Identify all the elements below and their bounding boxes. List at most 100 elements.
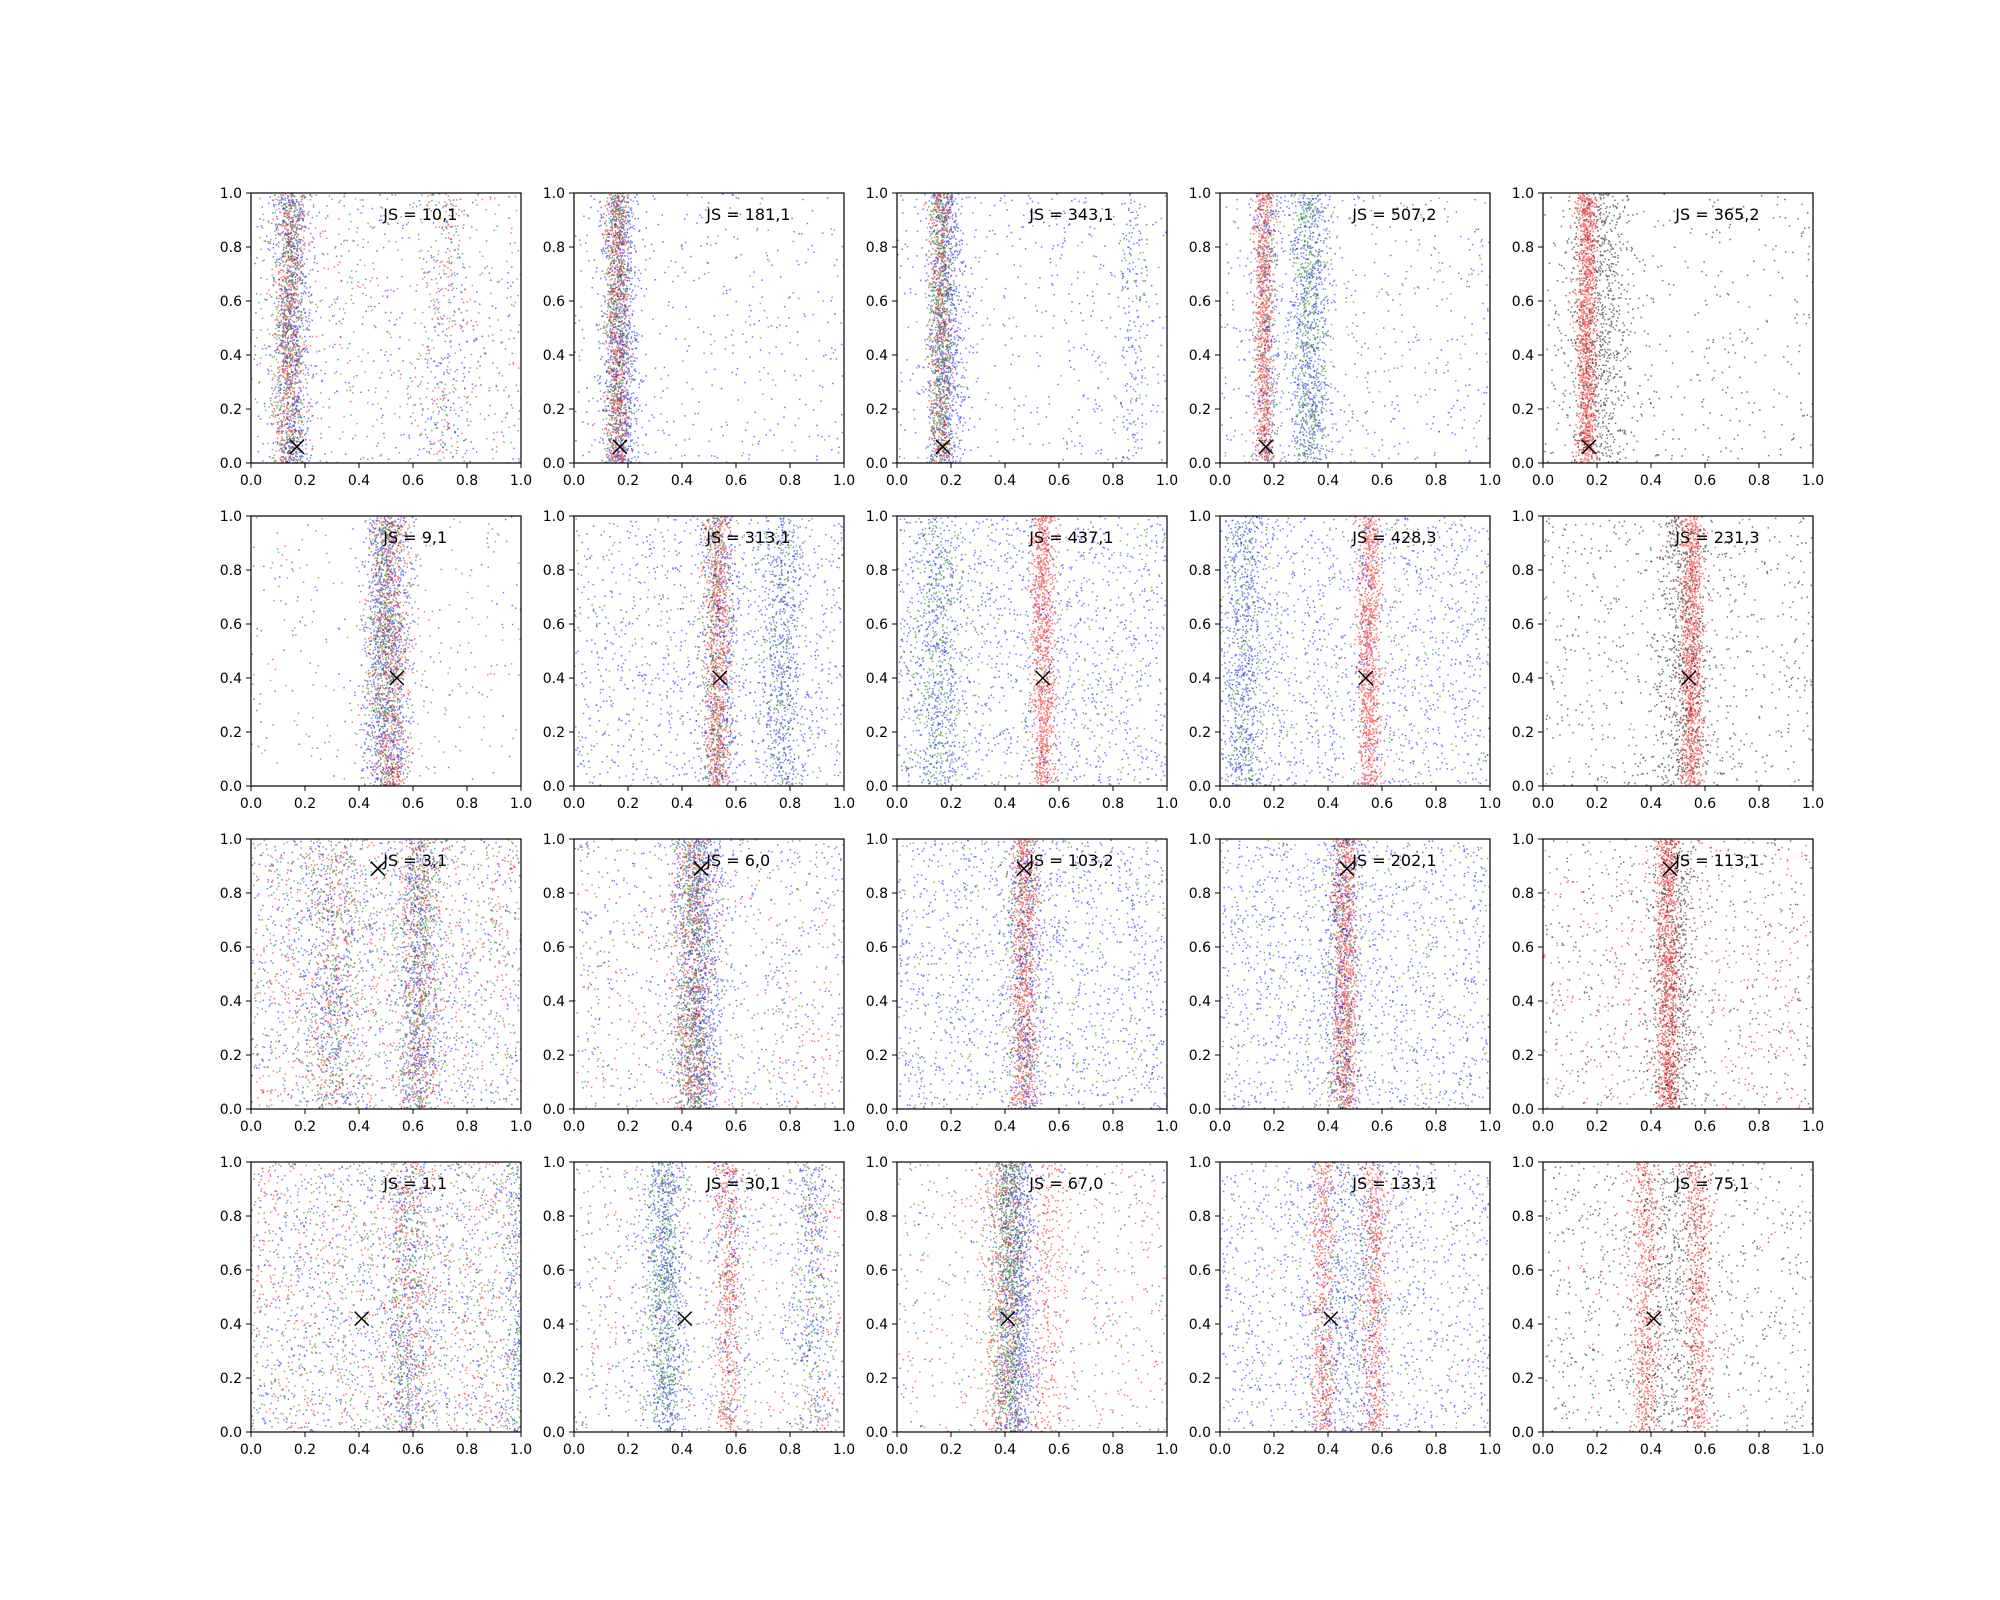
- x-tick-label: 0.4: [1317, 796, 1339, 812]
- y-tick-label: 0.2: [866, 725, 888, 741]
- y-tick-label: 0.6: [1512, 940, 1534, 956]
- y-tick-label: 1.0: [543, 1155, 565, 1171]
- y-tick-label: 0.0: [220, 1425, 242, 1441]
- x-tick-label: 0.8: [1102, 1119, 1124, 1135]
- js-annotation: JS = 507,2: [1351, 205, 1436, 224]
- x-tick-label: 0.8: [1748, 1119, 1770, 1135]
- y-tick-label: 0.8: [866, 240, 888, 256]
- y-tick-label: 0.6: [543, 1263, 565, 1279]
- x-tick-label: 0.4: [994, 1119, 1016, 1135]
- y-tick-label: 0.4: [543, 1317, 565, 1333]
- y-tick-label: 0.8: [543, 563, 565, 579]
- x-tick-label: 1.0: [1802, 1442, 1824, 1458]
- y-tick-label: 0.4: [543, 671, 565, 687]
- x-tick-label: 0.0: [886, 473, 908, 489]
- x-tick-label: 0.4: [1640, 1442, 1662, 1458]
- y-tick-label: 0.4: [220, 671, 242, 687]
- js-annotation: JS = 6,0: [705, 851, 770, 870]
- x-tick-label: 0.2: [294, 1442, 316, 1458]
- y-tick-label: 0.8: [220, 886, 242, 902]
- x-tick-label: 0.4: [671, 796, 693, 812]
- y-tick-label: 0.0: [1512, 456, 1534, 472]
- y-tick-label: 1.0: [543, 186, 565, 202]
- x-tick-label: 0.2: [294, 796, 316, 812]
- x-tick-label: 1.0: [1156, 796, 1178, 812]
- x-tick-label: 0.0: [1209, 1442, 1231, 1458]
- y-tick-label: 1.0: [1189, 832, 1211, 848]
- x-tick-label: 0.2: [617, 1442, 639, 1458]
- x-tick-label: 0.2: [1263, 1119, 1285, 1135]
- y-tick-label: 1.0: [866, 186, 888, 202]
- x-tick-label: 1.0: [1156, 1119, 1178, 1135]
- x-tick-label: 1.0: [510, 1119, 532, 1135]
- y-tick-label: 0.8: [543, 1209, 565, 1225]
- x-tick-label: 1.0: [1479, 473, 1501, 489]
- js-annotation: JS = 113,1: [1674, 851, 1759, 870]
- x-tick-label: 0.0: [1532, 796, 1554, 812]
- x-tick-label: 0.8: [779, 1442, 801, 1458]
- x-tick-label: 0.0: [563, 1442, 585, 1458]
- y-tick-label: 0.4: [1512, 671, 1534, 687]
- x-tick-label: 0.8: [1425, 1442, 1447, 1458]
- y-tick-label: 0.6: [220, 294, 242, 310]
- x-tick-label: 0.6: [1371, 1442, 1393, 1458]
- x-tick-label: 0.0: [886, 1119, 908, 1135]
- y-tick-label: 0.6: [220, 617, 242, 633]
- y-tick-label: 0.6: [543, 294, 565, 310]
- y-tick-label: 0.0: [1512, 1102, 1534, 1118]
- y-tick-label: 0.8: [866, 886, 888, 902]
- x-tick-label: 0.0: [886, 1442, 908, 1458]
- x-tick-label: 0.4: [1317, 473, 1339, 489]
- x-tick-label: 0.6: [1048, 1119, 1070, 1135]
- x-tick-label: 1.0: [1156, 1442, 1178, 1458]
- x-tick-label: 0.6: [1694, 796, 1716, 812]
- x-tick-label: 0.0: [1209, 1119, 1231, 1135]
- y-tick-label: 0.4: [220, 348, 242, 364]
- y-tick-label: 0.4: [866, 671, 888, 687]
- y-tick-label: 0.0: [543, 1425, 565, 1441]
- x-tick-label: 0.4: [994, 473, 1016, 489]
- x-tick-label: 1.0: [510, 796, 532, 812]
- x-tick-label: 0.8: [1748, 1442, 1770, 1458]
- y-tick-label: 1.0: [220, 509, 242, 525]
- y-tick-label: 0.2: [1512, 402, 1534, 418]
- x-tick-label: 0.6: [1371, 473, 1393, 489]
- x-tick-label: 1.0: [1479, 796, 1501, 812]
- x-tick-label: 0.2: [617, 1119, 639, 1135]
- x-tick-label: 0.8: [456, 1442, 478, 1458]
- y-tick-label: 0.2: [1512, 1371, 1534, 1387]
- y-tick-label: 0.8: [1189, 1209, 1211, 1225]
- x-tick-label: 0.4: [671, 1119, 693, 1135]
- x-tick-label: 0.4: [348, 1442, 370, 1458]
- x-tick-label: 0.6: [1371, 796, 1393, 812]
- x-tick-label: 0.6: [1694, 473, 1716, 489]
- y-tick-label: 0.2: [866, 402, 888, 418]
- js-annotation: JS = 231,3: [1674, 528, 1759, 547]
- y-tick-label: 0.6: [1189, 617, 1211, 633]
- x-tick-label: 0.6: [725, 1119, 747, 1135]
- y-tick-label: 0.2: [866, 1371, 888, 1387]
- y-tick-label: 0.6: [220, 940, 242, 956]
- y-tick-label: 0.2: [543, 725, 565, 741]
- x-tick-label: 1.0: [510, 473, 532, 489]
- y-tick-label: 0.6: [1189, 1263, 1211, 1279]
- y-tick-label: 0.2: [543, 402, 565, 418]
- y-tick-label: 0.2: [1189, 725, 1211, 741]
- y-tick-label: 1.0: [866, 509, 888, 525]
- y-tick-label: 0.2: [1189, 402, 1211, 418]
- y-tick-label: 1.0: [1189, 1155, 1211, 1171]
- x-tick-label: 0.2: [1263, 796, 1285, 812]
- x-tick-label: 0.6: [1048, 796, 1070, 812]
- x-tick-label: 0.4: [1640, 796, 1662, 812]
- x-tick-label: 0.0: [1532, 1442, 1554, 1458]
- x-tick-label: 0.2: [617, 473, 639, 489]
- x-tick-label: 0.0: [886, 796, 908, 812]
- x-tick-label: 0.8: [1425, 473, 1447, 489]
- x-tick-label: 1.0: [833, 796, 855, 812]
- x-tick-label: 0.2: [1586, 796, 1608, 812]
- y-tick-label: 0.8: [220, 240, 242, 256]
- y-tick-label: 0.8: [1189, 240, 1211, 256]
- x-tick-label: 0.0: [1532, 1119, 1554, 1135]
- y-tick-label: 1.0: [220, 832, 242, 848]
- y-tick-label: 0.2: [1512, 725, 1534, 741]
